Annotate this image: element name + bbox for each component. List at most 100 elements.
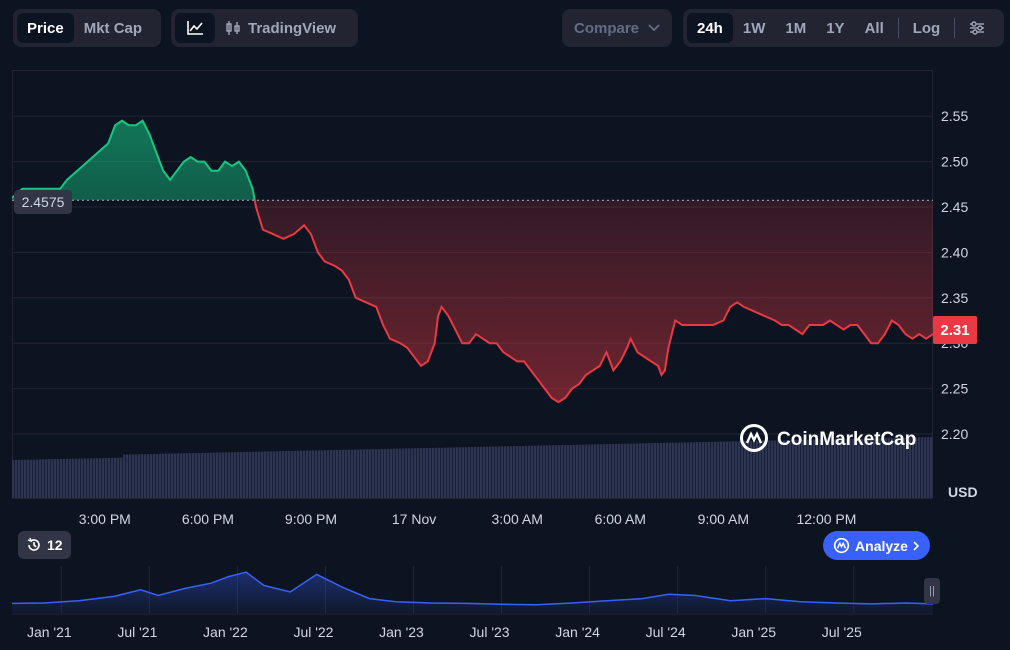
volume-bar xyxy=(90,458,93,498)
volume-bar xyxy=(822,439,825,498)
current-price: 2.31 xyxy=(940,322,969,339)
volume-bar xyxy=(312,450,315,498)
volume-bar xyxy=(297,450,300,498)
volume-bar xyxy=(759,440,762,498)
volume-bar xyxy=(597,444,600,498)
sliders-icon xyxy=(970,21,985,35)
volume-bar xyxy=(804,439,807,498)
x-tick-label: 3:00 PM xyxy=(79,511,131,527)
line-chart-button[interactable] xyxy=(175,13,215,43)
volume-bar xyxy=(921,437,924,498)
overview-drag-handle[interactable]: || xyxy=(924,578,940,604)
overview-x-tick-label: Jan '24 xyxy=(555,624,600,640)
compare-dropdown[interactable]: Compare xyxy=(562,9,672,47)
volume-bar xyxy=(897,437,900,498)
volume-bar xyxy=(150,454,153,498)
volume-bar xyxy=(342,449,345,498)
volume-bar xyxy=(429,447,432,498)
volume-bar xyxy=(522,445,525,498)
volume-bar xyxy=(696,442,699,498)
history-badge[interactable]: 12 xyxy=(18,531,71,559)
history-count: 12 xyxy=(47,537,63,553)
volume-bar xyxy=(288,451,291,498)
volume-bar xyxy=(900,437,903,498)
volume-bar xyxy=(270,451,273,498)
volume-bar xyxy=(12,460,15,498)
volume-bar xyxy=(753,440,756,498)
volume-bar xyxy=(612,443,615,498)
volume-bar xyxy=(72,458,75,498)
volume-bar xyxy=(162,453,165,498)
x-tick-label: 3:00 AM xyxy=(491,511,542,527)
volume-bar xyxy=(876,438,879,498)
volume-bar xyxy=(498,446,501,498)
volume-bar xyxy=(411,448,414,498)
price-area-down xyxy=(12,200,933,403)
volume-bar xyxy=(468,447,471,498)
volume-bar xyxy=(882,438,885,498)
analyze-button[interactable]: Analyze xyxy=(823,531,930,560)
volume-bar xyxy=(768,440,771,498)
volume-bar xyxy=(885,438,888,498)
volume-bar xyxy=(681,442,684,498)
volume-bar xyxy=(369,449,372,498)
volume-bar xyxy=(294,450,297,498)
y-axis: 2.20 2.25 2.30 2.35 2.40 2.45 2.50 2.55 xyxy=(941,108,968,442)
tab-1w[interactable]: 1W xyxy=(742,19,766,37)
tradingview-button[interactable]: TradingView xyxy=(215,13,346,43)
volume-bar xyxy=(210,452,213,498)
volume-bar xyxy=(54,459,57,498)
volume-bar xyxy=(507,446,510,498)
tab-price[interactable]: Price xyxy=(17,13,74,43)
overview-line xyxy=(11,571,934,606)
volume-bar xyxy=(141,454,144,498)
volume-bar xyxy=(180,453,183,498)
volume-bar xyxy=(438,447,441,498)
volume-bar xyxy=(153,453,156,498)
settings-button[interactable] xyxy=(959,13,995,43)
tab-all[interactable]: All xyxy=(864,19,884,37)
volume-bar xyxy=(699,442,702,498)
volume-bar xyxy=(243,451,246,498)
volume-bar xyxy=(678,442,681,498)
volume-bar xyxy=(240,452,243,498)
volume-bar xyxy=(837,439,840,498)
volume-bar xyxy=(333,450,336,498)
volume-bar xyxy=(195,453,198,498)
volume-bar xyxy=(222,452,225,498)
volume-bar xyxy=(81,458,84,498)
volume-bar xyxy=(801,439,804,498)
volume-bar xyxy=(417,448,420,498)
tab-1y[interactable]: 1Y xyxy=(826,19,845,37)
x-tick-label: 17 Nov xyxy=(392,511,436,527)
volume-bar xyxy=(477,446,480,498)
y-tick-label: 2.30 xyxy=(941,335,968,351)
volume-bar xyxy=(672,442,675,498)
price-areas xyxy=(12,120,933,403)
volume-bar xyxy=(387,448,390,498)
tab-1m[interactable]: 1M xyxy=(785,19,807,37)
volume-bar xyxy=(318,450,321,498)
tab-24h[interactable]: 24h xyxy=(687,13,733,43)
volume-bar xyxy=(819,439,822,498)
volume-bar xyxy=(513,446,516,498)
volume-bar xyxy=(171,453,174,498)
volume-bar xyxy=(831,439,834,498)
svg-text:CoinMarketCap: CoinMarketCap xyxy=(777,429,916,450)
volume-bar xyxy=(252,451,255,498)
volume-bar xyxy=(201,452,204,498)
log-toggle[interactable]: Log xyxy=(912,19,941,37)
x-tick-label: 9:00 AM xyxy=(698,511,749,527)
volume-bar xyxy=(336,449,339,498)
volume-bar xyxy=(726,441,729,498)
y-tick-label: 2.35 xyxy=(941,290,968,306)
volume-bar xyxy=(561,445,564,498)
tab-mkt-cap[interactable]: Mkt Cap xyxy=(83,19,143,37)
volume-bar xyxy=(393,448,396,498)
volume-bar xyxy=(264,451,267,498)
volume-bar xyxy=(126,454,129,498)
volume-bar xyxy=(315,450,318,498)
volume-bar xyxy=(279,451,282,498)
divider xyxy=(954,18,956,38)
volume-bar xyxy=(21,459,24,498)
